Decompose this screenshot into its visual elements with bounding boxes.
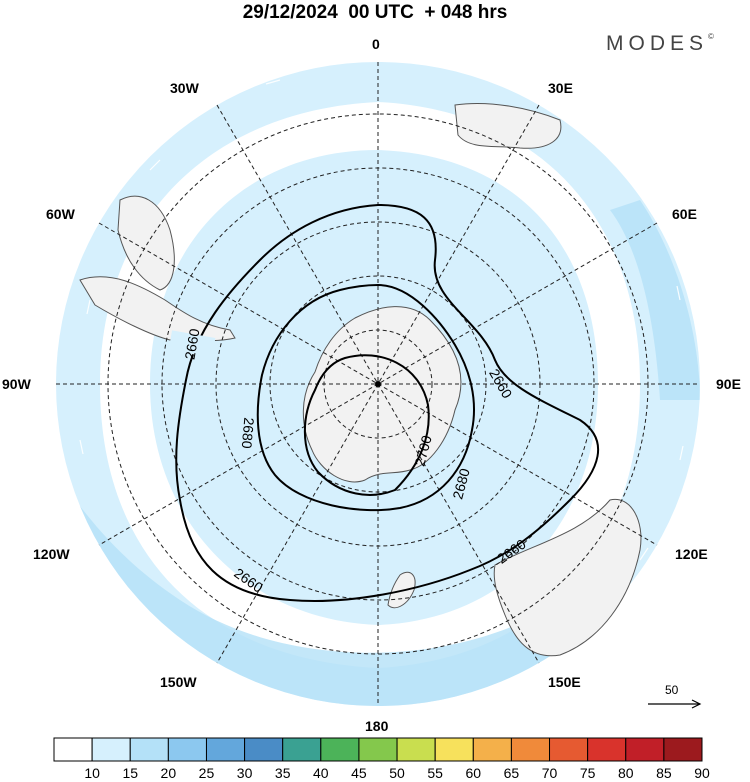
colorbar-swatch (53, 737, 93, 762)
contour-label: 2700 (411, 433, 435, 467)
height-contours (175, 203, 599, 602)
colorbar-label: 40 (313, 765, 329, 781)
colorbar-swatch (358, 737, 398, 762)
colorbar-swatch (167, 737, 207, 762)
colorbar-label: 15 (122, 765, 139, 781)
colorbar-swatch (129, 737, 169, 762)
colorbar-label: 10 (84, 765, 100, 781)
lon-label-30e: 30E (548, 80, 573, 96)
vector-scale-value: 50 (665, 683, 679, 697)
lon-label-60e: 60E (672, 206, 697, 222)
colorbar-swatch (434, 737, 474, 762)
colorbar-label: 65 (503, 765, 520, 781)
colorbar-label: 45 (351, 765, 367, 781)
lon-label-150e: 150E (548, 674, 581, 690)
map-title: 29/12/2024 00 UTC + 048 hrs (242, 2, 508, 23)
colorbar-swatch (91, 737, 131, 762)
africa (454, 103, 562, 149)
colorbar-swatch (282, 737, 322, 762)
colorbar-label: 20 (160, 765, 177, 781)
colorbar-swatch (472, 737, 512, 762)
colorbar-label: 35 (274, 765, 291, 781)
colorbar-label: 60 (465, 765, 482, 781)
contour-label: 2680 (449, 466, 473, 500)
brand-name: MODES (606, 32, 709, 55)
lon-label-120w: 120W (33, 546, 70, 562)
colorbar-swatch (205, 737, 246, 762)
contour-label: 2680 (239, 417, 258, 450)
antarctica (302, 306, 462, 483)
contour-2680 (256, 283, 475, 512)
south-america (79, 276, 236, 342)
colorbar-label: 70 (541, 765, 558, 781)
copyright-mark: © (708, 32, 714, 41)
colorbar-label: 55 (427, 765, 443, 781)
contour-label: 2660 (181, 327, 202, 361)
colorbar-swatch (244, 737, 284, 762)
land (79, 103, 642, 657)
colorbar (53, 737, 703, 762)
contour-label-group: 2660 2660 2660 2660 2680 2680 2700 (168, 327, 529, 596)
lon-label-180: 180 (365, 718, 389, 734)
colorbar-label: 80 (617, 765, 634, 781)
lon-label-90w: 90W (2, 376, 31, 392)
colorbar-label: 85 (656, 765, 672, 781)
colorbar-swatch (587, 737, 627, 762)
colorbar-label: 30 (236, 765, 253, 781)
colorbar-swatch (510, 737, 551, 762)
south-pole-marker (375, 381, 381, 387)
lon-label-30w: 30W (170, 80, 199, 96)
colorbar-label: 75 (579, 765, 596, 781)
contour-2700 (303, 354, 430, 496)
contour-2660 (175, 203, 599, 602)
colorbar-swatch (625, 737, 665, 762)
colorbar-label: 25 (198, 765, 215, 781)
lon-label-90e: 90E (716, 376, 741, 392)
colorbar-label: 90 (694, 765, 710, 781)
colorbar-swatch (320, 737, 360, 762)
vector-scale-arrow (648, 699, 702, 709)
lon-label-120e: 120E (675, 546, 708, 562)
colorbar-swatch (663, 737, 703, 762)
colorbar-swatch (549, 737, 589, 762)
australia (493, 498, 642, 657)
lon-label-60w: 60W (46, 206, 75, 222)
colorbar-swatch (396, 737, 436, 762)
lon-label-150w: 150W (160, 674, 197, 690)
colorbar-label: 50 (389, 765, 405, 781)
lon-label-0: 0 (372, 36, 380, 52)
modes-logo: MODES© (606, 32, 714, 56)
